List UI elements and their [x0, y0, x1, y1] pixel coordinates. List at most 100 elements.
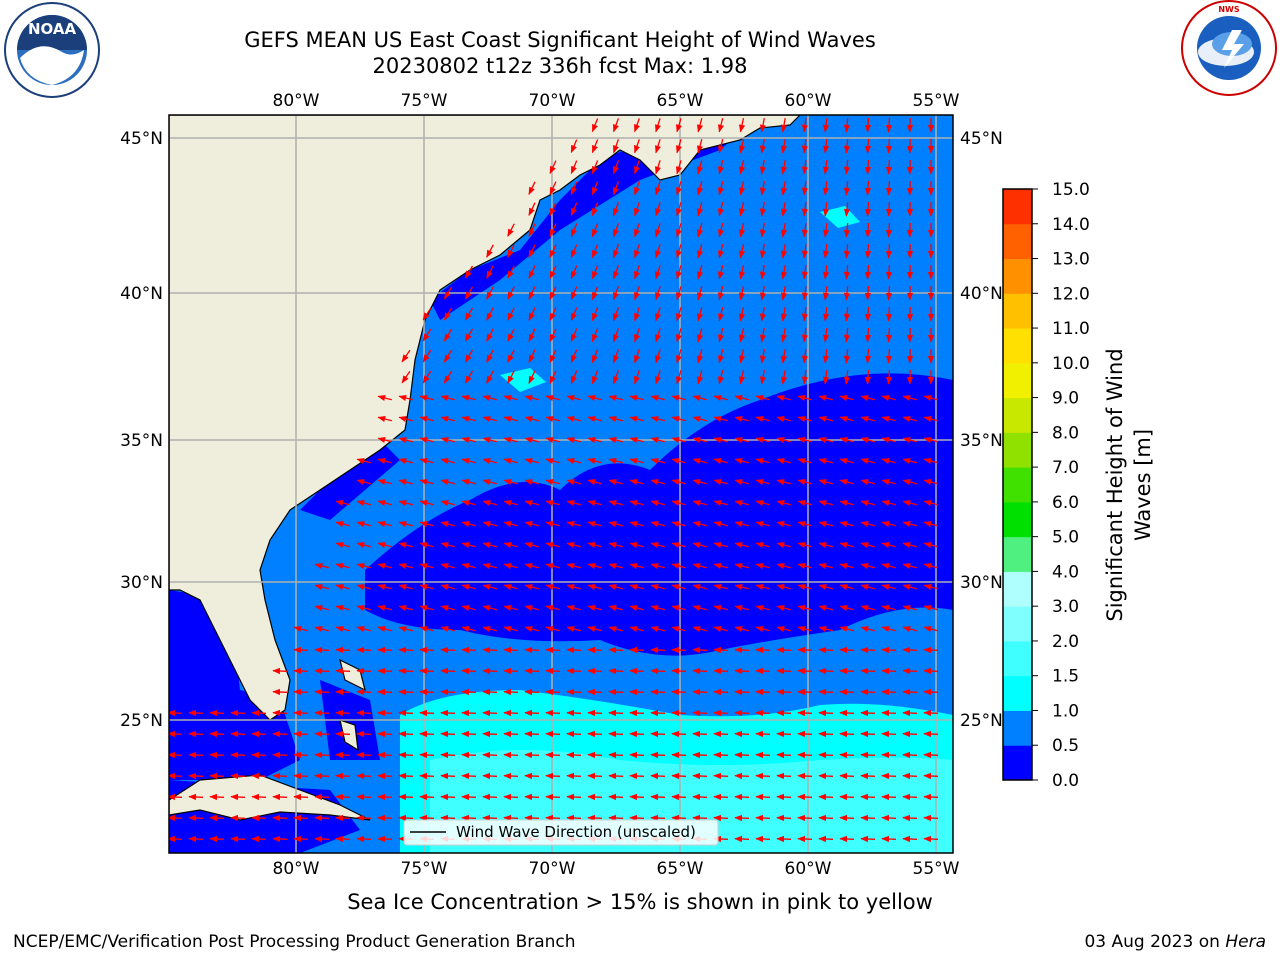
direction-arrow — [524, 667, 540, 675]
direction-arrow — [755, 604, 770, 612]
direction-arrow — [759, 243, 767, 259]
direction-arrow — [482, 457, 497, 465]
direction-arrow — [776, 436, 791, 444]
direction-arrow — [885, 222, 893, 238]
direction-arrow — [440, 646, 456, 654]
direction-arrow — [612, 328, 620, 343]
direction-arrow — [902, 415, 917, 423]
direction-arrow — [612, 118, 620, 133]
direction-arrow — [482, 541, 497, 549]
direction-arrow — [717, 244, 725, 259]
direction-arrow — [398, 646, 414, 654]
direction-arrow — [398, 541, 413, 549]
direction-arrow — [864, 264, 872, 280]
direction-arrow — [671, 751, 687, 759]
direction-arrow — [843, 369, 851, 385]
direction-arrow — [507, 244, 515, 258]
direction-arrow — [443, 307, 453, 321]
direction-arrow — [734, 562, 749, 570]
direction-arrow — [696, 202, 704, 217]
direction-arrow — [272, 751, 288, 759]
direction-arrow — [464, 370, 474, 384]
direction-arrow — [717, 265, 725, 280]
direction-arrow — [713, 604, 728, 612]
direction-arrow — [587, 688, 603, 696]
direction-arrow — [377, 541, 392, 549]
direction-arrow — [676, 139, 682, 154]
direction-arrow — [486, 286, 494, 300]
direction-arrow — [734, 583, 749, 591]
direction-arrow — [818, 436, 833, 444]
direction-arrow — [860, 835, 876, 843]
direction-arrow — [440, 436, 455, 444]
direction-arrow — [902, 583, 917, 591]
direction-arrow — [839, 625, 854, 633]
direction-arrow — [839, 562, 854, 570]
direction-arrow — [780, 222, 788, 238]
colorbar-segment — [1003, 467, 1032, 503]
direction-arrow — [650, 730, 666, 738]
direction-arrow — [671, 415, 686, 423]
direction-arrow — [464, 328, 474, 342]
direction-arrow — [864, 243, 872, 259]
direction-arrow — [507, 223, 515, 237]
direction-arrow — [655, 244, 661, 259]
direction-arrow — [440, 562, 455, 570]
direction-arrow — [650, 562, 665, 570]
direction-arrow — [885, 306, 893, 322]
direction-arrow — [486, 265, 494, 279]
direction-arrow — [464, 307, 474, 321]
direction-arrow — [923, 835, 939, 843]
direction-arrow — [734, 520, 749, 528]
colorbar-tick-label: 5.0 — [1052, 528, 1079, 548]
direction-arrow — [524, 688, 540, 696]
direction-arrow — [713, 751, 729, 759]
direction-arrow — [734, 436, 749, 444]
direction-arrow — [923, 667, 939, 675]
direction-arrow — [860, 583, 875, 591]
direction-arrow — [461, 793, 477, 801]
direction-arrow — [377, 604, 392, 612]
direction-arrow — [461, 499, 476, 507]
direction-arrow — [780, 306, 788, 322]
direction-arrow — [818, 814, 834, 822]
direction-arrow — [713, 394, 728, 402]
direction-arrow — [440, 814, 456, 822]
direction-arrow — [717, 139, 725, 154]
direction-arrow — [655, 139, 661, 154]
colorbar-segment — [1003, 571, 1032, 607]
direction-arrow — [655, 160, 661, 175]
direction-arrow — [923, 709, 939, 717]
direction-arrow — [608, 457, 623, 465]
direction-arrow — [738, 202, 746, 217]
direction-arrow — [864, 117, 872, 133]
direction-arrow — [818, 709, 834, 717]
direction-arrow — [461, 520, 476, 528]
direction-arrow — [503, 499, 518, 507]
colorbar-ticks: 0.0 0.5 1.0 1.5 2.0 3.0 4.0 5.0 6.0 7.0 8.0 9.0 10.0… — [1032, 180, 1090, 791]
direction-arrow — [713, 478, 728, 486]
direction-arrow — [549, 160, 557, 175]
direction-arrow — [377, 835, 393, 843]
direction-arrow — [860, 436, 875, 444]
direction-arrow — [209, 751, 225, 759]
direction-arrow — [839, 772, 855, 780]
colorbar-segment — [1003, 745, 1032, 781]
direction-arrow — [587, 436, 602, 444]
direction-arrow — [440, 667, 456, 675]
direction-arrow — [738, 223, 746, 238]
direction-arrow — [818, 688, 834, 696]
colorbar-segment — [1003, 362, 1032, 399]
direction-arrow — [797, 457, 812, 465]
direction-arrow — [881, 604, 896, 612]
direction-arrow — [860, 772, 876, 780]
direction-arrow — [587, 394, 602, 402]
direction-arrow — [461, 604, 476, 612]
direction-arrow — [780, 348, 788, 364]
direction-arrow — [461, 667, 477, 675]
direction-arrow — [629, 814, 645, 822]
direction-arrow — [755, 562, 770, 570]
direction-arrow — [524, 793, 540, 801]
direction-arrow — [524, 814, 540, 822]
direction-arrow — [902, 814, 918, 822]
